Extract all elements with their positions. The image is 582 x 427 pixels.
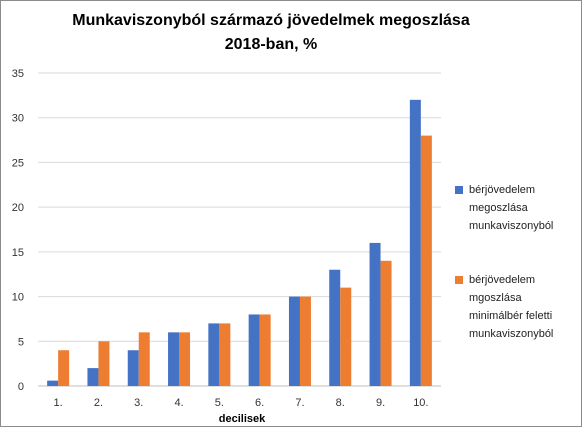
bar-series-2-6	[259, 314, 271, 386]
bar-series-1-3	[127, 350, 139, 386]
x-tick-label: 2.	[94, 397, 103, 409]
y-tick-label: 30	[12, 113, 24, 125]
legend-label-line: bérjövedelem	[469, 184, 536, 196]
bars	[47, 99, 432, 386]
bar-series-2-9	[380, 260, 392, 386]
bar-series-2-7	[299, 296, 311, 386]
y-tick-label: 25	[12, 157, 24, 169]
y-tick-label: 10	[12, 292, 24, 304]
chart-title: Munkaviszonyból származó jövedelmek mego…	[1, 9, 541, 57]
bar-series-1-2	[87, 368, 99, 386]
y-tick-label: 5	[18, 336, 24, 348]
y-tick-label: 0	[18, 381, 24, 393]
bar-series-1-9	[369, 242, 381, 386]
y-tick-label: 15	[12, 247, 24, 259]
bar-series-1-8	[329, 269, 341, 386]
bar-series-2-2	[98, 341, 110, 386]
legend-label-line: munkaviszonyból	[469, 220, 554, 232]
chart-title-line-1: Munkaviszonyból származó jövedelmek mego…	[72, 12, 470, 29]
bar-series-1-4	[168, 332, 180, 386]
y-axis-ticks: 0 5 10 15 20 25 30 35	[12, 68, 24, 393]
bar-series-2-3	[138, 332, 150, 386]
x-axis-title: decilisek	[219, 413, 266, 425]
bar-series-2-10	[420, 135, 432, 386]
y-tick-label: 20	[12, 202, 24, 214]
x-tick-label: 4.	[174, 397, 183, 409]
x-tick-label: 5.	[215, 397, 224, 409]
x-tick-label: 7.	[295, 397, 304, 409]
x-tick-label: 1.	[54, 397, 63, 409]
x-axis-ticks: 1. 2. 3. 4. 5. 6. 7. 8. 9. 10.	[54, 397, 429, 409]
x-tick-label: 6.	[255, 397, 264, 409]
chart-title-line-2: 2018-ban, %	[224, 36, 318, 53]
bar-series-1-6	[248, 314, 260, 386]
bar-series-1-1	[47, 380, 59, 386]
legend-swatch	[455, 186, 463, 194]
bar-series-2-8	[340, 287, 352, 386]
x-tick-label: 9.	[376, 397, 385, 409]
legend-label-line: minimálbér feletti	[469, 310, 553, 322]
x-tick-label: 10.	[413, 397, 428, 409]
bar-series-1-10	[409, 99, 421, 386]
legend: bérjövedelem megoszlása munkaviszonyból bér…	[449, 181, 579, 379]
bar-series-2-4	[179, 332, 191, 386]
legend-label-line: munkaviszonyból	[469, 328, 554, 340]
legend-label-line: megoszlása	[469, 202, 528, 214]
legend-item-2: bérjövedelem mgoszlása minimálbér feletti m…	[449, 271, 579, 343]
bar-series-2-5	[219, 323, 231, 386]
x-tick-label: 3.	[134, 397, 143, 409]
x-tick-label: 8.	[336, 397, 345, 409]
legend-swatch	[455, 276, 463, 284]
bar-series-1-5	[208, 323, 220, 386]
bar-series-1-7	[288, 296, 300, 386]
legend-label-line: bérjövedelem	[469, 274, 536, 286]
legend-label-line: mgoszlása	[469, 292, 522, 304]
y-tick-label: 35	[12, 68, 24, 80]
legend-item-1: bérjövedelem megoszlása munkaviszonyból	[449, 181, 579, 235]
bar-series-2-1	[58, 350, 70, 386]
